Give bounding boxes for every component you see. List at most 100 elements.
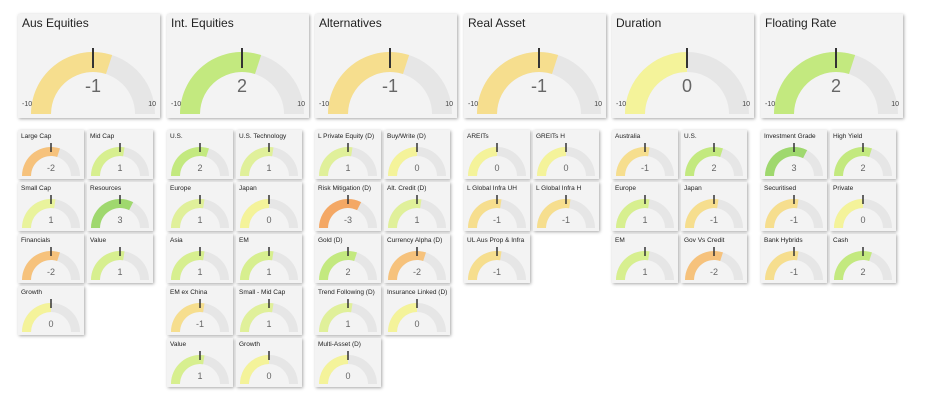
duration-u-s-gauge-svg xyxy=(685,143,743,176)
alternatives-l-private-equity-d-gauge-fill xyxy=(319,147,353,176)
gauge-card-alternatives-l-private-equity-d[interactable]: L Private Equity (D) 1 xyxy=(315,130,381,179)
gauge-card-int-equities-em-ex-china[interactable]: EM ex China -1 xyxy=(167,286,233,335)
gauge-card-real-asset-greits-h[interactable]: GREITs H 0 xyxy=(533,130,599,179)
aus-equities-value-gauge-fill xyxy=(91,251,125,280)
aus-equities-resources-gauge-svg xyxy=(91,195,149,228)
aus-equities-resources-title: Resources xyxy=(90,185,122,192)
floating-rate-securitised-gauge-fill xyxy=(765,199,799,228)
real-asset-areits-gauge-svg xyxy=(468,143,526,176)
alternatives-alt-credit-d-title: Alt. Credit (D) xyxy=(387,185,427,192)
gauge-card-floating-rate-cash[interactable]: Cash 2 xyxy=(830,234,896,283)
gauge-card-duration-japan[interactable]: Japan -1 xyxy=(681,182,747,231)
int-equities-growth-gauge-svg xyxy=(240,351,298,384)
aus-equities-value-title: Value xyxy=(90,237,107,244)
alternatives-insurance-linked-d-gauge-svg xyxy=(388,299,446,332)
int-equities-em-gauge-fill xyxy=(240,251,274,280)
int-equities-u-s-technology-title: U.S. Technology xyxy=(239,133,287,140)
int-equities-u-s-gauge-svg xyxy=(171,143,229,176)
alternatives-scale-max: 10 xyxy=(445,101,453,108)
int-equities-u-s-technology-value: 1 xyxy=(266,163,272,173)
duration-europe-gauge-fill xyxy=(616,199,650,228)
gauge-card-int-equities-em[interactable]: EM 1 xyxy=(236,234,302,283)
floating-rate-cash-gauge-svg xyxy=(834,247,892,280)
gauge-card-real-asset-areits[interactable]: AREITs 0 xyxy=(464,130,530,179)
gauge-card-int-equities-value[interactable]: Value 1 xyxy=(167,338,233,387)
alternatives-buy-write-d-gauge-svg xyxy=(388,143,446,176)
int-equities-value-value: 1 xyxy=(197,371,203,381)
floating-rate-cash-gauge-fill xyxy=(834,251,872,280)
gauge-card-aus-equities-small-cap[interactable]: Small Cap 1 xyxy=(18,182,84,231)
duration-u-s-gauge-fill xyxy=(685,147,723,176)
gauge-card-int-equities-growth[interactable]: Growth 0 xyxy=(236,338,302,387)
real-asset-gauge-svg xyxy=(477,48,601,114)
floating-rate-private-gauge-svg xyxy=(834,195,892,228)
gauge-card-aus-equities-financials[interactable]: Financials -2 xyxy=(18,234,84,283)
floating-rate-securitised-value: -1 xyxy=(789,215,798,225)
aus-equities-gauge-svg xyxy=(31,48,155,114)
floating-rate-high-yield-gauge-svg xyxy=(834,143,892,176)
duration-gov-vs-credit-gauge-fill xyxy=(685,251,723,280)
int-equities-value-title: Value xyxy=(170,341,187,348)
floating-rate-gauge-svg xyxy=(774,48,898,114)
gauge-card-real-asset[interactable]: Real Asset -1 -10 10 xyxy=(464,14,606,118)
gauge-card-int-equities-europe[interactable]: Europe 1 xyxy=(167,182,233,231)
aus-equities-financials-gauge-fill xyxy=(22,251,60,280)
floating-rate-cash-value: 2 xyxy=(860,267,866,277)
gauge-card-int-equities-japan[interactable]: Japan 0 xyxy=(236,182,302,231)
int-equities-value-gauge-fill xyxy=(171,355,205,384)
int-equities-growth-gauge-fill xyxy=(240,355,269,384)
gauge-card-duration-gov-vs-credit[interactable]: Gov Vs Credit -2 xyxy=(681,234,747,283)
gauge-card-floating-rate-investment-grade[interactable]: Investment Grade 3 xyxy=(761,130,827,179)
gauge-card-int-equities[interactable]: Int. Equities 2 -10 10 xyxy=(167,14,309,118)
aus-equities-financials-value: -2 xyxy=(46,267,55,277)
gauge-card-floating-rate-bank-hybrids[interactable]: Bank Hybrids -1 xyxy=(761,234,827,283)
gauge-card-floating-rate-private[interactable]: Private 0 xyxy=(830,182,896,231)
real-asset-l-global-infra-h-value: -1 xyxy=(561,215,570,225)
gauge-card-real-asset-ul-aus-prop-infra[interactable]: UL Aus Prop & Infra -1 xyxy=(464,234,530,283)
gauge-card-aus-equities-resources[interactable]: Resources 3 xyxy=(87,182,153,231)
duration-title: Duration xyxy=(616,16,662,30)
alternatives-risk-mitigation-d-value: -3 xyxy=(343,215,352,225)
gauge-card-alternatives-buy-write-d[interactable]: Buy/Write (D) 0 xyxy=(384,130,450,179)
gauge-card-int-equities-u-s-technology[interactable]: U.S. Technology 1 xyxy=(236,130,302,179)
gauge-card-int-equities-small-mid-cap[interactable]: Small - Mid Cap 1 xyxy=(236,286,302,335)
floating-rate-cash-title: Cash xyxy=(833,237,849,244)
gauge-card-duration-europe[interactable]: Europe 1 xyxy=(612,182,678,231)
gauge-card-alternatives-gold-d[interactable]: Gold (D) 2 xyxy=(315,234,381,283)
gauge-card-alternatives-trend-following-d[interactable]: Trend Following (D) 1 xyxy=(315,286,381,335)
int-equities-japan-gauge-fill xyxy=(240,199,269,228)
gauge-card-alternatives-risk-mitigation-d[interactable]: Risk Mitigation (D) -3 xyxy=(315,182,381,231)
gauge-card-aus-equities-growth[interactable]: Growth 0 xyxy=(18,286,84,335)
int-equities-em-gauge-svg xyxy=(240,247,298,280)
gauge-card-alternatives-alt-credit-d[interactable]: Alt. Credit (D) 1 xyxy=(384,182,450,231)
gauge-card-aus-equities-large-cap[interactable]: Large Cap -2 xyxy=(18,130,84,179)
gauge-card-floating-rate-high-yield[interactable]: High Yield 2 xyxy=(830,130,896,179)
gauge-card-alternatives-multi-asset-d[interactable]: Multi-Asset (D) 0 xyxy=(315,338,381,387)
gauge-card-duration-australia[interactable]: Australia -1 xyxy=(612,130,678,179)
duration-em-value: 1 xyxy=(642,267,648,277)
aus-equities-growth-value: 0 xyxy=(48,319,54,329)
gauge-card-real-asset-l-global-infra-uh[interactable]: L Global Infra UH -1 xyxy=(464,182,530,231)
aus-equities-small-cap-gauge-fill xyxy=(22,199,56,228)
gauge-card-duration-em[interactable]: EM 1 xyxy=(612,234,678,283)
gauge-card-int-equities-asia[interactable]: Asia 1 xyxy=(167,234,233,283)
gauge-card-real-asset-l-global-infra-h[interactable]: L Global Infra H -1 xyxy=(533,182,599,231)
gauge-card-duration[interactable]: Duration 0 -10 10 xyxy=(612,14,754,118)
duration-gov-vs-credit-title: Gov Vs Credit xyxy=(684,237,725,244)
gauge-card-aus-equities[interactable]: Aus Equities -1 -10 10 xyxy=(18,14,160,118)
gauge-card-floating-rate[interactable]: Floating Rate 2 -10 10 xyxy=(761,14,903,118)
gauge-card-aus-equities-value[interactable]: Value 1 xyxy=(87,234,153,283)
alternatives-multi-asset-d-gauge-svg xyxy=(319,351,377,384)
alternatives-multi-asset-d-title: Multi-Asset (D) xyxy=(318,341,361,348)
gauge-card-alternatives[interactable]: Alternatives -1 -10 10 xyxy=(315,14,457,118)
int-equities-em-title: EM xyxy=(239,237,249,244)
gauge-card-duration-u-s[interactable]: U.S. 2 xyxy=(681,130,747,179)
alternatives-multi-asset-d-value: 0 xyxy=(345,371,351,381)
gauge-card-alternatives-currency-alpha-d[interactable]: Currency Alpha (D) -2 xyxy=(384,234,450,283)
gauge-card-floating-rate-securitised[interactable]: Securitised -1 xyxy=(761,182,827,231)
real-asset-title: Real Asset xyxy=(468,16,526,30)
gauge-card-aus-equities-mid-cap[interactable]: Mid Cap 1 xyxy=(87,130,153,179)
gauge-card-alternatives-insurance-linked-d[interactable]: Insurance Linked (D) 0 xyxy=(384,286,450,335)
duration-australia-value: -1 xyxy=(640,163,649,173)
gauge-card-int-equities-u-s[interactable]: U.S. 2 xyxy=(167,130,233,179)
